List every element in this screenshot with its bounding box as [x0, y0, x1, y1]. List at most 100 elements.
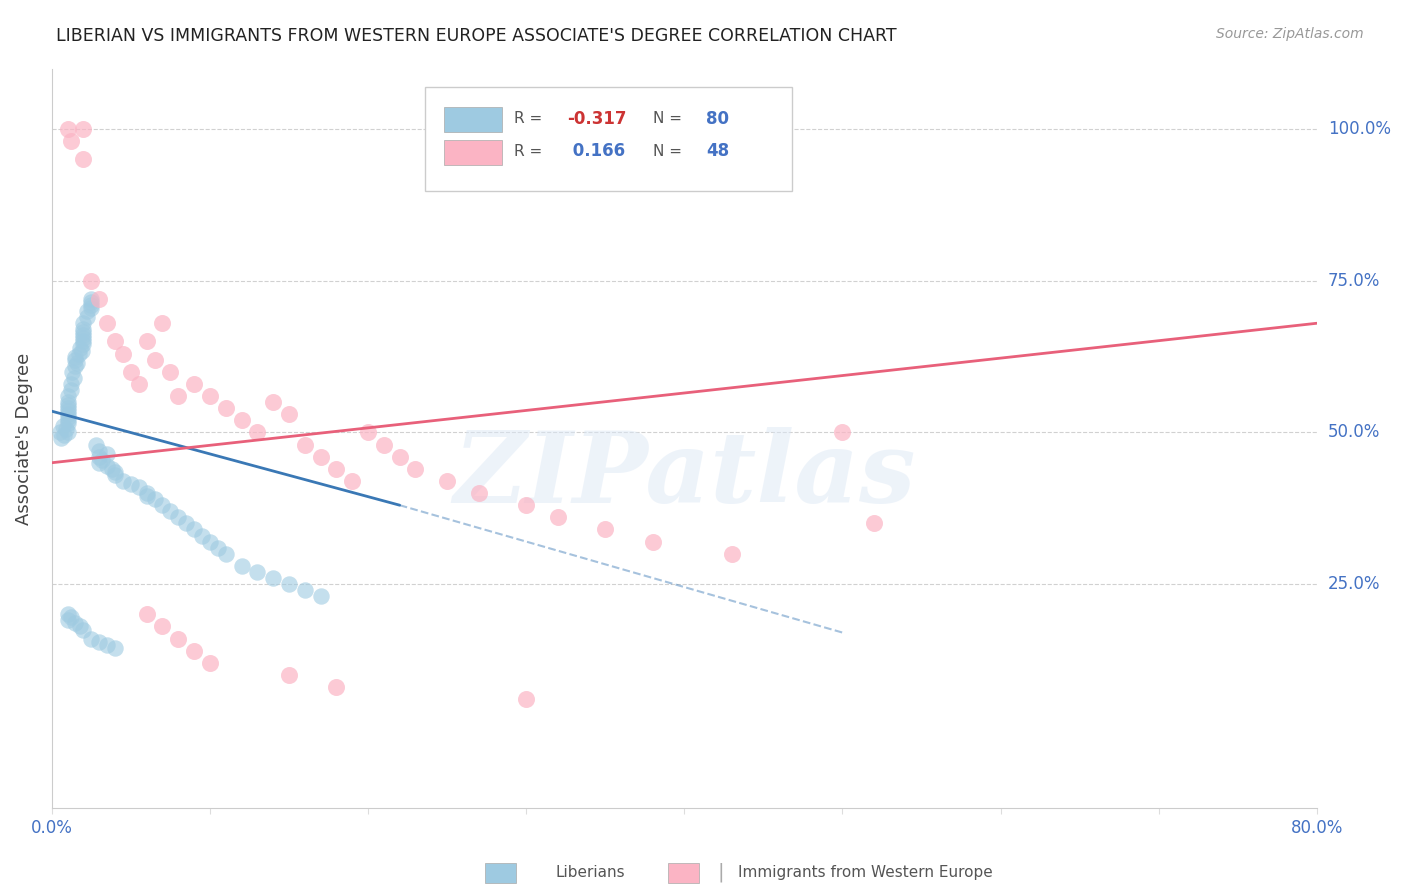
Point: [167, 389, 190, 403]
Text: 0.166: 0.166: [567, 143, 624, 161]
Point: [80, 274, 103, 288]
Point: [72, 331, 94, 345]
Point: [56, 407, 79, 421]
Point: [405, 462, 427, 476]
Point: [96, 638, 118, 652]
Text: ZIPatlas: ZIPatlas: [453, 427, 915, 524]
Point: [294, 437, 316, 451]
Point: [76, 304, 98, 318]
Text: 100.0%: 100.0%: [1329, 120, 1391, 138]
Text: 75.0%: 75.0%: [1329, 272, 1381, 290]
Text: 25.0%: 25.0%: [1329, 575, 1381, 593]
Point: [436, 474, 458, 488]
Text: -0.317: -0.317: [567, 110, 626, 128]
Point: [69, 619, 91, 633]
Point: [56, 401, 79, 416]
Point: [152, 619, 174, 633]
Point: [80, 292, 103, 306]
Point: [59, 383, 82, 397]
Point: [262, 571, 284, 585]
Text: |: |: [718, 863, 724, 882]
FancyBboxPatch shape: [425, 87, 792, 191]
Point: [80, 632, 103, 646]
Point: [72, 326, 94, 340]
Point: [357, 425, 380, 440]
Point: [104, 334, 127, 349]
Point: [96, 447, 118, 461]
Point: [72, 322, 94, 336]
Point: [515, 498, 537, 512]
Point: [66, 356, 89, 370]
Text: N =: N =: [652, 112, 686, 127]
Point: [72, 153, 94, 167]
Point: [128, 480, 150, 494]
Point: [863, 516, 886, 531]
Point: [135, 489, 157, 503]
Point: [56, 607, 79, 622]
Point: [59, 134, 82, 148]
Point: [63, 371, 86, 385]
Point: [152, 498, 174, 512]
Point: [215, 547, 238, 561]
Point: [135, 486, 157, 500]
Point: [831, 425, 853, 440]
Point: [67, 346, 90, 360]
Point: [55, 422, 77, 436]
Point: [246, 425, 269, 440]
Point: [56, 417, 79, 431]
Point: [135, 607, 157, 622]
Point: [128, 376, 150, 391]
Point: [70, 343, 93, 358]
Point: [174, 516, 197, 531]
Point: [183, 644, 205, 658]
Point: [91, 452, 114, 467]
Point: [104, 640, 127, 655]
Point: [56, 410, 79, 425]
Point: [373, 437, 395, 451]
Point: [198, 389, 221, 403]
Point: [56, 395, 79, 409]
Point: [72, 122, 94, 136]
Point: [120, 365, 142, 379]
Point: [515, 692, 537, 706]
Point: [388, 450, 411, 464]
Point: [191, 528, 214, 542]
Point: [60, 365, 83, 379]
Point: [72, 623, 94, 637]
Point: [207, 541, 229, 555]
Point: [48, 425, 70, 440]
Point: [720, 547, 742, 561]
Point: [65, 352, 87, 367]
Text: Immigrants from Western Europe: Immigrants from Western Europe: [738, 865, 993, 880]
Text: R =: R =: [513, 144, 547, 159]
Point: [135, 334, 157, 349]
Point: [111, 346, 134, 360]
Point: [59, 610, 82, 624]
Point: [198, 534, 221, 549]
Point: [641, 534, 664, 549]
Point: [51, 432, 73, 446]
Text: R =: R =: [513, 112, 547, 127]
Text: 80: 80: [706, 110, 728, 128]
Point: [278, 577, 301, 591]
Point: [76, 310, 98, 325]
Point: [65, 359, 87, 373]
Point: [52, 419, 75, 434]
Text: Source: ZipAtlas.com: Source: ZipAtlas.com: [1216, 27, 1364, 41]
Point: [104, 465, 127, 479]
Y-axis label: Associate's Degree: Associate's Degree: [15, 352, 32, 524]
Point: [59, 376, 82, 391]
Point: [96, 316, 118, 330]
Point: [80, 301, 103, 315]
Point: [309, 589, 332, 603]
Point: [84, 437, 107, 451]
Point: [183, 376, 205, 391]
Point: [325, 680, 347, 694]
Point: [183, 523, 205, 537]
Point: [547, 510, 569, 524]
Point: [72, 316, 94, 330]
Point: [56, 614, 79, 628]
Point: [56, 404, 79, 418]
Point: [278, 668, 301, 682]
Point: [262, 395, 284, 409]
